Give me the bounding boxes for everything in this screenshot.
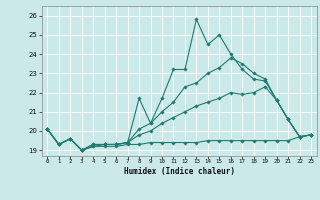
X-axis label: Humidex (Indice chaleur): Humidex (Indice chaleur) [124, 167, 235, 176]
